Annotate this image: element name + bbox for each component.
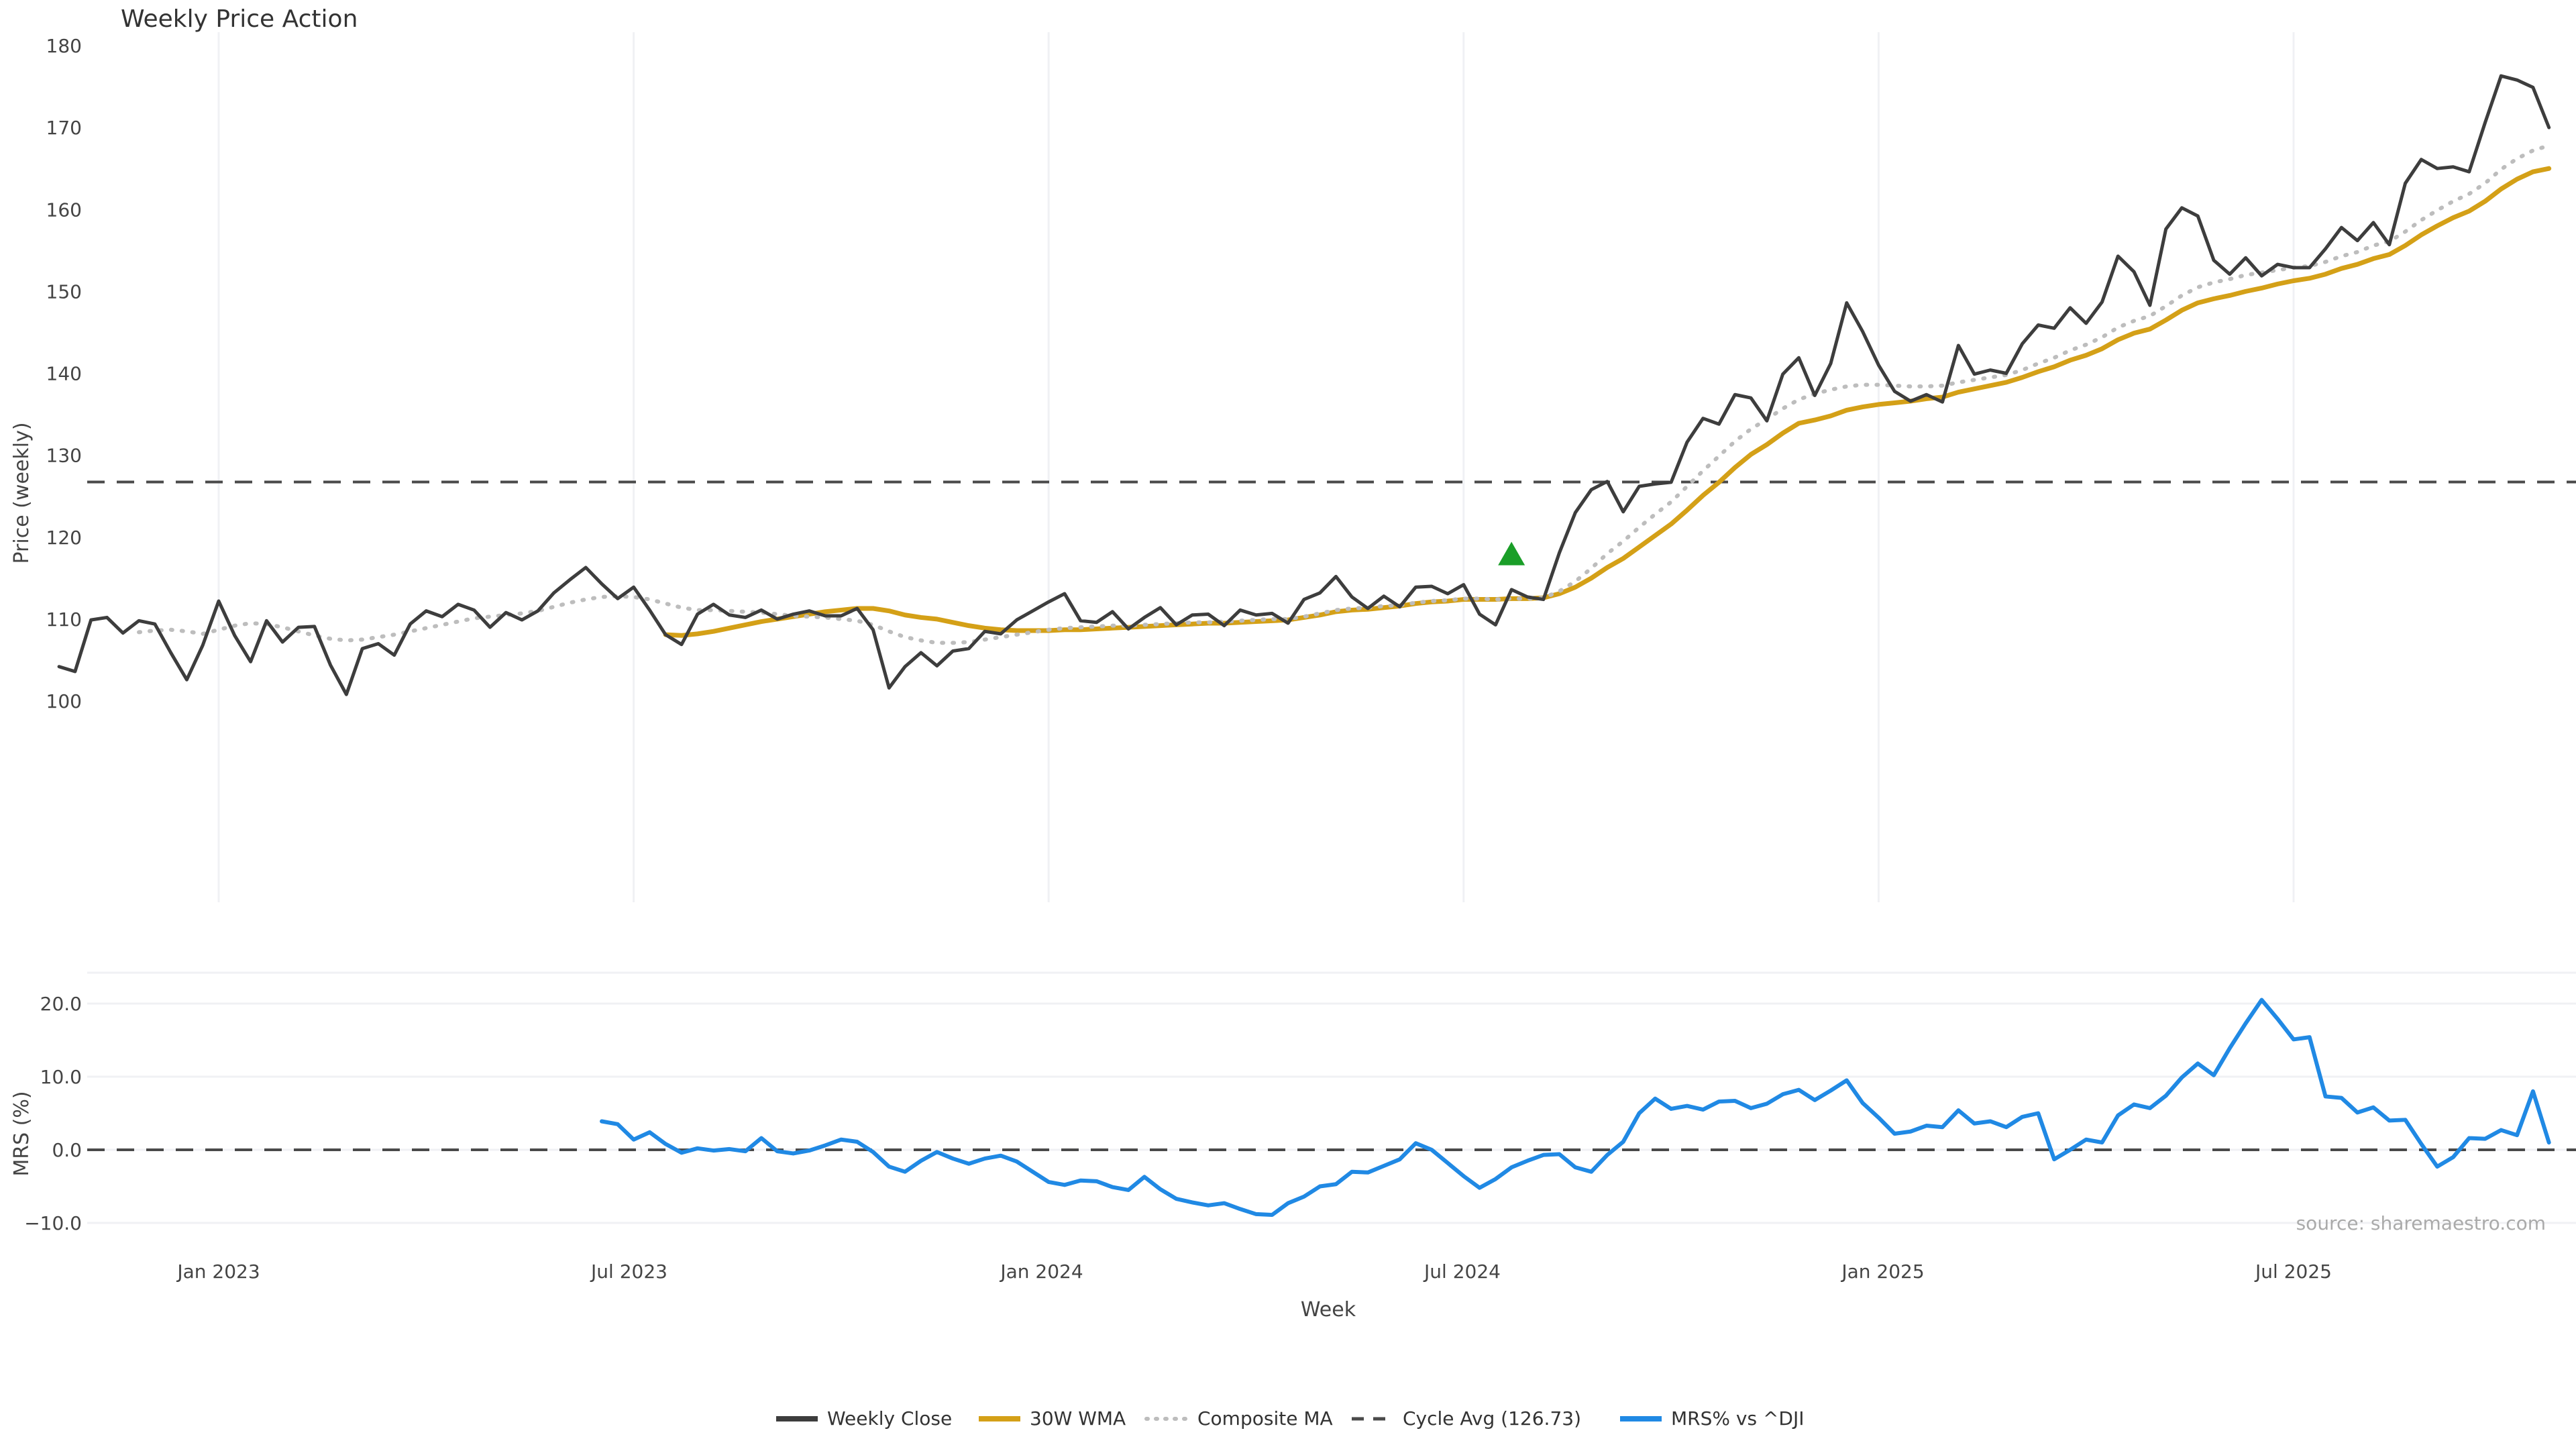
signal-markers	[1498, 541, 1525, 566]
x-axis-label: Week	[1301, 1298, 1356, 1322]
mrs-panel: −10.0 0.0 10.0 20.0 MRS (%) Jan 2023 Jul 202…	[10, 971, 2576, 1322]
legend-item[interactable]: Composite MA	[1144, 1407, 1333, 1430]
weekly-close-line	[57, 74, 2551, 696]
price-gridlines	[217, 32, 2295, 902]
legend-item[interactable]: MRS% vs ^DJI	[1620, 1407, 1805, 1430]
chart-title: Weekly Price Action	[121, 5, 358, 33]
legend-label: MRS% vs ^DJI	[1671, 1407, 1805, 1430]
price-y-tick-labels: 100 110 120 130 140 150 160 170 180	[46, 35, 82, 712]
buy-signal-marker-icon	[1498, 541, 1525, 566]
mrs-y-tick-labels: −10.0 0.0 10.0 20.0	[24, 993, 82, 1234]
x-axis-tick: Jul 2023	[590, 1260, 667, 1283]
price-y-tick: 140	[46, 363, 82, 385]
wma-line	[663, 166, 2552, 638]
mrs-line	[600, 998, 2551, 1218]
price-y-axis-label: Price (weekly)	[10, 422, 34, 564]
legend-label: Weekly Close	[827, 1407, 952, 1430]
price-panel: 100 110 120 130 140 150 160 170 180 Price (weekl…	[10, 32, 2576, 902]
mrs-y-tick: 20.0	[40, 993, 82, 1015]
x-axis-tick: Jan 2023	[176, 1260, 260, 1283]
price-y-tick: 120	[46, 527, 82, 549]
legend-label: Composite MA	[1197, 1407, 1333, 1430]
price-y-tick: 180	[46, 35, 82, 57]
mrs-y-tick: 10.0	[40, 1066, 82, 1088]
x-axis-tick-labels: Jan 2023 Jul 2023 Jan 2024 Jul 2024 Jan 2025…	[176, 1260, 2332, 1283]
legend-item[interactable]: Cycle Avg (126.73)	[1352, 1407, 1581, 1430]
x-axis-tick: Jan 2025	[1840, 1260, 1924, 1283]
price-y-tick: 170	[46, 117, 82, 139]
mrs-y-tick: −10.0	[24, 1212, 82, 1234]
x-axis-tick: Jul 2024	[1423, 1260, 1501, 1283]
mrs-y-tick: 0.0	[52, 1139, 82, 1161]
mrs-y-axis-label: MRS (%)	[10, 1091, 34, 1176]
price-y-tick: 150	[46, 280, 82, 303]
legend-item[interactable]: 30W WMA	[979, 1407, 1126, 1430]
price-y-tick: 160	[46, 199, 82, 221]
source-attribution: source: sharemaestro.com	[2296, 1212, 2546, 1234]
price-y-tick: 130	[46, 445, 82, 467]
legend-label: Cycle Avg (126.73)	[1403, 1407, 1581, 1430]
chart-legend: Weekly Close 30W WMA Composite MA Cycle Avg…	[776, 1407, 1805, 1430]
x-axis-tick: Jan 2024	[999, 1260, 1083, 1283]
price-y-tick: 110	[46, 608, 82, 631]
x-axis-tick: Jul 2025	[2254, 1260, 2332, 1283]
price-y-tick: 100	[46, 690, 82, 712]
legend-item[interactable]: Weekly Close	[776, 1407, 952, 1430]
legend-label: 30W WMA	[1030, 1407, 1126, 1430]
